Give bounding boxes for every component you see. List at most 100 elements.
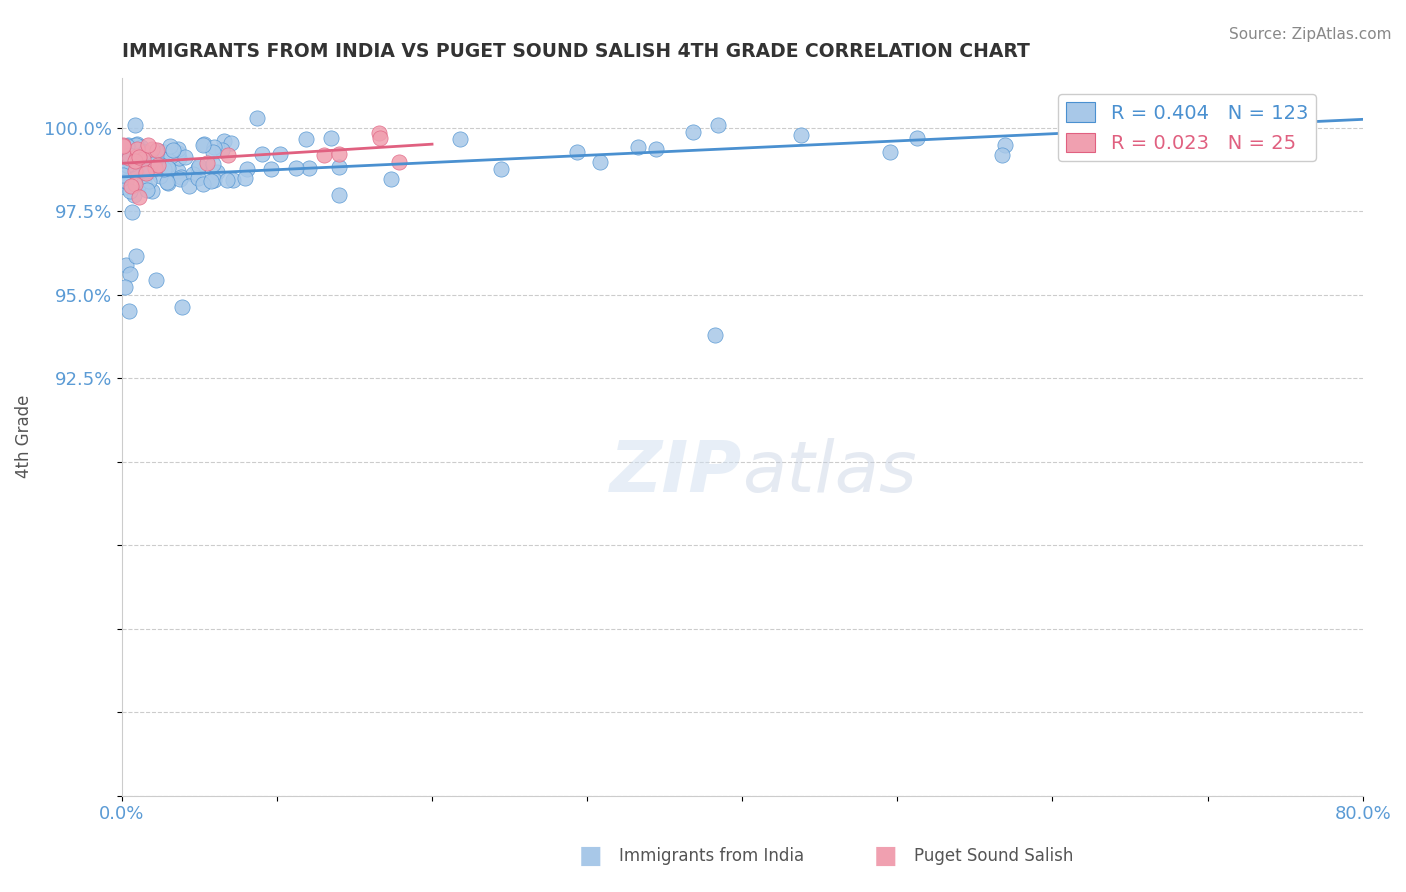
Point: [202, 172, 225, 186]
Point: [221, 173, 243, 187]
Point: [132, 152, 155, 166]
Point: [125, 136, 148, 151]
Y-axis label: 4th Grade: 4th Grade: [15, 395, 32, 478]
Point: [120, 179, 142, 194]
Point: [260, 162, 283, 177]
Point: [134, 151, 156, 165]
Point: [139, 164, 162, 178]
Point: [188, 159, 211, 173]
Text: ■: ■: [875, 845, 897, 868]
Point: [991, 148, 1014, 162]
Point: [153, 145, 176, 159]
Point: [156, 161, 179, 176]
Point: [211, 144, 233, 158]
Point: [790, 128, 813, 143]
Point: [115, 158, 138, 172]
Point: [122, 147, 145, 161]
Point: [707, 118, 730, 132]
Point: [682, 125, 704, 139]
Point: [149, 169, 172, 183]
Point: [1101, 103, 1123, 118]
Point: [295, 132, 318, 146]
Point: [141, 142, 163, 156]
Point: [167, 164, 190, 178]
Point: [138, 153, 160, 167]
Point: [993, 138, 1015, 153]
Point: [368, 131, 391, 145]
Point: [645, 142, 668, 156]
Point: [117, 159, 139, 173]
Point: [153, 161, 176, 176]
Point: [250, 147, 273, 161]
Point: [124, 118, 146, 132]
Text: ■: ■: [579, 845, 602, 868]
Point: [134, 178, 156, 192]
Point: [124, 161, 146, 175]
Point: [319, 130, 342, 145]
Point: [1257, 109, 1279, 123]
Point: [246, 111, 269, 125]
Point: [128, 150, 150, 164]
Point: [135, 183, 157, 197]
Point: [112, 157, 135, 171]
Point: [141, 184, 163, 198]
Point: [1227, 110, 1250, 124]
Point: [143, 161, 166, 175]
Point: [114, 180, 136, 194]
Point: [124, 188, 146, 202]
Point: [146, 144, 169, 158]
Point: [112, 148, 135, 162]
Point: [187, 161, 209, 175]
Point: [202, 145, 225, 159]
Point: [187, 170, 209, 185]
Point: [118, 268, 141, 282]
Point: [114, 280, 136, 294]
Point: [135, 163, 157, 178]
Point: [112, 138, 135, 153]
Point: [169, 172, 191, 186]
Point: [1237, 112, 1260, 127]
Point: [159, 139, 181, 153]
Point: [202, 157, 225, 171]
Point: [112, 169, 135, 183]
Point: [221, 136, 243, 150]
Point: [1205, 103, 1227, 118]
Point: [905, 130, 928, 145]
Point: [112, 161, 135, 175]
Point: [132, 167, 155, 181]
Point: [112, 139, 135, 153]
Point: [124, 163, 146, 178]
Point: [491, 161, 513, 176]
Text: IMMIGRANTS FROM INDIA VS PUGET SOUND SALISH 4TH GRADE CORRELATION CHART: IMMIGRANTS FROM INDIA VS PUGET SOUND SAL…: [122, 42, 1029, 61]
Point: [166, 146, 188, 161]
Point: [1143, 112, 1166, 127]
Point: [202, 140, 225, 154]
Point: [191, 138, 214, 153]
Point: [380, 172, 402, 186]
Legend: R = 0.404   N = 123, R = 0.023   N = 25: R = 0.404 N = 123, R = 0.023 N = 25: [1059, 95, 1316, 161]
Point: [115, 139, 138, 153]
Point: [284, 161, 307, 175]
Point: [128, 190, 150, 204]
Point: [120, 157, 142, 171]
Point: [134, 175, 156, 189]
Point: [121, 154, 143, 169]
Text: atlas: atlas: [742, 438, 917, 507]
Point: [167, 152, 190, 166]
Point: [156, 160, 179, 174]
Point: [233, 171, 256, 186]
Point: [118, 151, 141, 165]
Point: [124, 177, 146, 191]
Text: Source: ZipAtlas.com: Source: ZipAtlas.com: [1229, 27, 1392, 42]
Point: [173, 150, 195, 164]
Point: [131, 140, 153, 154]
Point: [121, 204, 143, 219]
Point: [172, 300, 194, 314]
Point: [167, 142, 190, 156]
Point: [328, 147, 350, 161]
Point: [215, 173, 238, 187]
Point: [120, 161, 142, 175]
Point: [368, 126, 391, 140]
Point: [124, 138, 146, 153]
Point: [160, 149, 183, 163]
